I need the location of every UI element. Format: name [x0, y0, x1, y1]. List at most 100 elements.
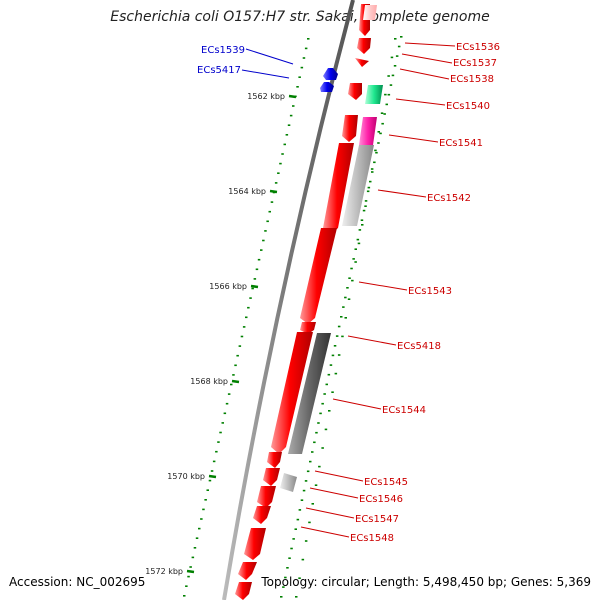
feature-ecs1549[interactable]	[238, 562, 257, 580]
cog-ecs1540[interactable]	[365, 85, 383, 104]
track-dot	[270, 201, 274, 203]
track-dot	[301, 558, 305, 561]
gene-label-ecs1536[interactable]: ECs1536	[456, 42, 500, 53]
feature-ecs1550[interactable]	[235, 582, 252, 600]
gene-label-ecs1542[interactable]: ECs1542	[427, 193, 471, 204]
track-dot	[191, 556, 195, 559]
leader-line	[377, 189, 427, 198]
feature-ecs1546[interactable]	[257, 486, 276, 508]
track-dot	[371, 171, 374, 173]
track-dot	[232, 374, 235, 376]
feature-ecs1543[interactable]	[300, 228, 337, 324]
track-dot	[361, 224, 364, 226]
feature-ecs1548[interactable]	[244, 528, 266, 560]
track-dot	[308, 521, 311, 524]
track-dot	[333, 345, 337, 347]
cog-ecs1542[interactable]	[342, 145, 374, 226]
gene-label-ecs1541[interactable]: ECs1541	[439, 138, 483, 149]
feature-ecs5418[interactable]	[300, 322, 316, 334]
leader-line	[404, 42, 456, 47]
track-dot	[315, 431, 318, 434]
track-dot	[298, 509, 302, 511]
gene-label-ecs1544[interactable]: ECs1544	[382, 405, 426, 416]
gene-label-ecs1543[interactable]: ECs1543	[408, 286, 452, 297]
track-dot	[242, 326, 246, 328]
feature-ecs1545a[interactable]	[267, 452, 282, 468]
cog-ecs1545[interactable]	[280, 473, 297, 492]
track-dot	[380, 112, 384, 114]
track-dot	[311, 451, 314, 453]
track-dot	[317, 422, 320, 424]
feature-ecs1547[interactable]	[253, 506, 271, 524]
track-dot	[364, 205, 367, 207]
track-dot	[370, 168, 374, 170]
leader-line	[314, 470, 364, 482]
scale-tick-label: 1562 kbp	[247, 92, 285, 101]
gene-label-ecs1539[interactable]: ECs1539	[201, 45, 245, 56]
track-dot	[281, 153, 284, 155]
tick-dot-tracks	[183, 36, 403, 598]
gene-label-ecs5417[interactable]: ECs5417	[197, 65, 241, 76]
track-dot	[357, 242, 361, 245]
track-dot	[187, 575, 190, 578]
feature-ecs1541[interactable]	[342, 115, 358, 142]
track-dot	[202, 508, 205, 511]
track-dot	[296, 518, 300, 521]
map-title: Escherichia coli O157:H7 str. Sakai, com…	[110, 9, 490, 25]
gene-label-ecs1546[interactable]: ECs1546	[359, 494, 403, 505]
feature-ecs5417[interactable]	[320, 82, 334, 92]
track-dot	[341, 335, 344, 338]
track-dot	[274, 182, 278, 184]
scale-tick	[288, 94, 297, 99]
cog-ecs1544[interactable]	[288, 333, 331, 454]
cog-ecs1536[interactable]	[363, 5, 377, 20]
track-dot	[290, 547, 293, 550]
leader-line	[245, 48, 294, 65]
track-dot	[238, 345, 242, 347]
track-dot	[364, 200, 368, 202]
track-dot	[219, 431, 222, 434]
track-dot	[206, 489, 209, 491]
track-dot	[394, 38, 397, 40]
track-dot	[350, 267, 353, 270]
scale-tick	[186, 569, 195, 574]
track-dot	[185, 585, 188, 587]
feature-ecs1544[interactable]	[271, 332, 313, 454]
gene-label-ecs1545[interactable]: ECs1545	[364, 477, 408, 488]
gene-label-ecs5418[interactable]: ECs5418	[397, 341, 441, 352]
leader-line	[399, 68, 450, 80]
track-dot	[390, 56, 394, 59]
track-dot	[288, 557, 291, 559]
track-dot	[285, 134, 289, 136]
track-dot	[331, 391, 334, 393]
track-dot	[277, 172, 280, 174]
track-dot	[344, 317, 347, 319]
scale-tick	[269, 189, 278, 194]
gene-label-ecs1547[interactable]: ECs1547	[355, 514, 399, 525]
track-dot	[223, 412, 227, 415]
gene-label-ecs1548[interactable]: ECs1548	[350, 533, 394, 544]
track-dot	[212, 460, 216, 463]
track-dot	[351, 279, 354, 282]
track-dot	[217, 441, 220, 443]
track-dot	[391, 74, 395, 77]
track-dot	[245, 316, 248, 319]
feature-ecs1538[interactable]	[355, 58, 369, 67]
forward-features	[235, 4, 371, 600]
feature-ecs1540[interactable]	[348, 83, 362, 100]
cog-ecs1541[interactable]	[359, 117, 377, 145]
track-dot	[356, 238, 360, 241]
track-dot	[283, 143, 286, 146]
track-dot	[342, 306, 345, 308]
track-dot	[227, 393, 231, 395]
gene-label-ecs1540[interactable]: ECs1540	[446, 101, 490, 112]
gene-label-ecs1537[interactable]: ECs1537	[453, 58, 497, 69]
feature-ecs1539[interactable]	[323, 68, 338, 80]
feature-ecs1545[interactable]	[263, 468, 280, 486]
track-dot	[234, 364, 237, 367]
feature-ecs1542[interactable]	[323, 143, 354, 234]
track-dot	[266, 220, 269, 223]
feature-ecs1537[interactable]	[357, 38, 371, 54]
gene-label-ecs1538[interactable]: ECs1538	[450, 74, 494, 85]
track-dot	[314, 484, 318, 486]
